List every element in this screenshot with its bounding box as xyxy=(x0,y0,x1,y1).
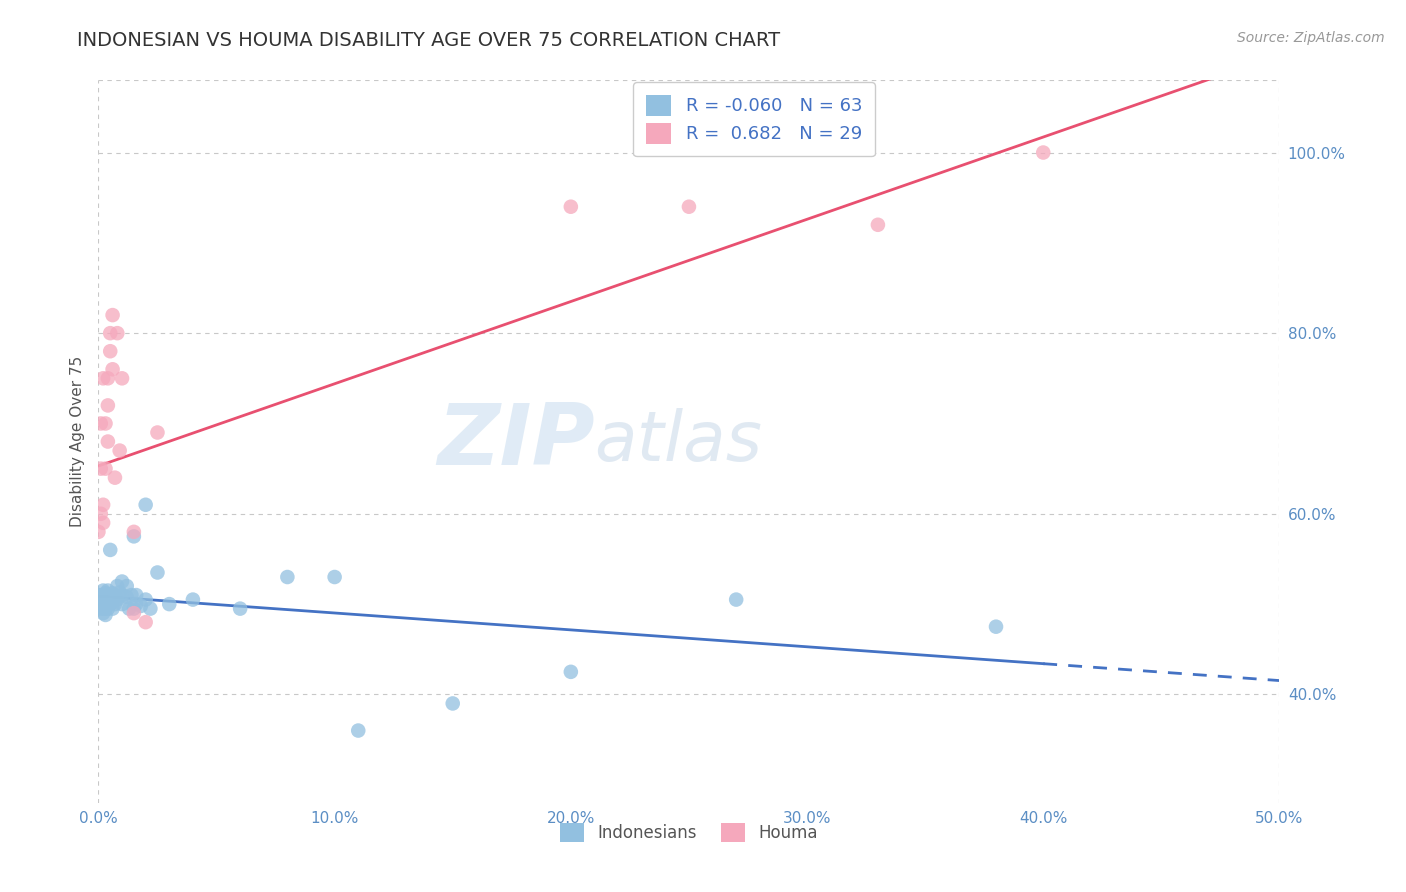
Point xyxy=(725,592,748,607)
Point xyxy=(111,574,134,589)
Point xyxy=(146,566,169,580)
Point xyxy=(678,200,700,214)
Point xyxy=(135,592,157,607)
Point xyxy=(91,498,114,512)
Point xyxy=(157,597,180,611)
Point xyxy=(101,601,124,615)
Point xyxy=(105,579,128,593)
Point xyxy=(105,592,128,607)
Point xyxy=(91,583,114,598)
Point xyxy=(98,597,121,611)
Point xyxy=(276,570,298,584)
Point xyxy=(90,417,112,431)
Point xyxy=(94,607,117,622)
Point xyxy=(135,615,157,630)
Point xyxy=(90,461,112,475)
Text: ZIP: ZIP xyxy=(437,400,595,483)
Point xyxy=(97,583,120,598)
Point xyxy=(181,592,204,607)
Point xyxy=(121,588,143,602)
Point xyxy=(135,498,157,512)
Text: atlas: atlas xyxy=(595,408,762,475)
Point xyxy=(97,590,120,604)
Point xyxy=(111,588,134,602)
Point xyxy=(87,597,110,611)
Point xyxy=(91,597,114,611)
Point xyxy=(108,585,131,599)
Y-axis label: Disability Age Over 75: Disability Age Over 75 xyxy=(69,356,84,527)
Point xyxy=(104,471,127,485)
Point xyxy=(111,371,134,385)
Point xyxy=(90,507,112,521)
Point xyxy=(111,597,134,611)
Point xyxy=(122,524,145,539)
Point xyxy=(94,461,117,475)
Point xyxy=(101,586,124,600)
Point xyxy=(94,591,117,606)
Point xyxy=(91,601,114,615)
Point xyxy=(866,218,889,232)
Point xyxy=(101,362,124,376)
Point xyxy=(91,516,114,530)
Point xyxy=(323,570,346,584)
Point xyxy=(115,590,138,604)
Point xyxy=(122,601,145,615)
Point xyxy=(98,326,121,341)
Point xyxy=(98,588,121,602)
Point xyxy=(229,601,252,615)
Point xyxy=(94,588,117,602)
Point xyxy=(129,599,152,613)
Point xyxy=(91,590,114,604)
Point xyxy=(97,398,120,412)
Point xyxy=(94,597,117,611)
Point xyxy=(560,200,582,214)
Point xyxy=(101,308,124,322)
Point xyxy=(94,586,117,600)
Point xyxy=(97,434,120,449)
Point xyxy=(98,542,121,557)
Point xyxy=(97,601,120,615)
Point xyxy=(146,425,169,440)
Point xyxy=(1032,145,1054,160)
Point xyxy=(560,665,582,679)
Text: Source: ZipAtlas.com: Source: ZipAtlas.com xyxy=(1237,31,1385,45)
Point xyxy=(90,592,112,607)
Point xyxy=(91,592,114,607)
Point xyxy=(122,529,145,543)
Point xyxy=(125,588,148,602)
Point xyxy=(97,592,120,607)
Point xyxy=(104,590,127,604)
Point xyxy=(87,588,110,602)
Point xyxy=(139,601,162,615)
Point xyxy=(90,601,112,615)
Point xyxy=(94,601,117,615)
Point xyxy=(98,344,121,359)
Point xyxy=(94,417,117,431)
Point xyxy=(122,606,145,620)
Point xyxy=(90,592,112,607)
Point xyxy=(125,597,148,611)
Point xyxy=(91,371,114,385)
Point xyxy=(105,326,128,341)
Point xyxy=(90,597,112,611)
Point xyxy=(108,443,131,458)
Point xyxy=(97,597,120,611)
Point xyxy=(91,606,114,620)
Point xyxy=(984,620,1007,634)
Point xyxy=(347,723,370,738)
Point xyxy=(90,588,112,602)
Point xyxy=(115,579,138,593)
Point xyxy=(87,524,110,539)
Legend: Indonesians, Houma: Indonesians, Houma xyxy=(554,816,824,848)
Point xyxy=(104,597,127,611)
Point xyxy=(97,371,120,385)
Text: INDONESIAN VS HOUMA DISABILITY AGE OVER 75 CORRELATION CHART: INDONESIAN VS HOUMA DISABILITY AGE OVER … xyxy=(77,31,780,50)
Point xyxy=(101,592,124,607)
Point xyxy=(104,588,127,602)
Point xyxy=(98,592,121,607)
Point xyxy=(441,697,464,711)
Point xyxy=(118,601,141,615)
